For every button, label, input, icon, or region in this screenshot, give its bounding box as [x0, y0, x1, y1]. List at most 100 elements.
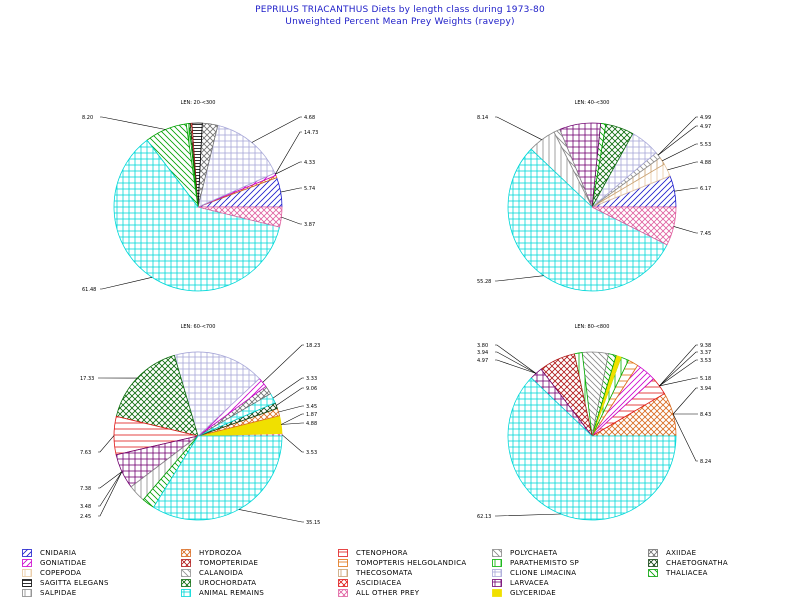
legend-label: TOMOPTERIDAE [199, 559, 259, 567]
pie-data-label: 4.88 [700, 160, 711, 166]
legend-swatch [338, 579, 348, 587]
legend-swatch [22, 589, 32, 597]
legend-swatch [492, 549, 502, 557]
legend-label: SALPIDAE [40, 589, 77, 597]
legend-swatch [181, 569, 191, 577]
pie-data-label: 3.48 [80, 504, 91, 510]
pie-data-label: 9.38 [700, 343, 711, 349]
pie-title: LEN: 60-<700 [181, 324, 216, 330]
legend-label: LARVACEA [510, 579, 549, 587]
pie-data-label: 2.45 [80, 514, 91, 520]
legend-label: ANIMAL REMAINS [199, 589, 265, 597]
pie-data-label: 55.28 [477, 279, 491, 285]
legend-swatch [338, 549, 348, 557]
label-leader-line [495, 275, 544, 282]
pie-data-label: 5.74 [304, 186, 315, 192]
pie-data-label: 3.87 [304, 222, 315, 228]
legend-label: POLYCHAETA [510, 549, 558, 557]
chart-titles: PEPRILUS TRIACANTHUS Diets by length cla… [0, 4, 800, 28]
label-leader-line [98, 471, 123, 489]
label-leader-line [662, 143, 698, 162]
label-leader-line [98, 435, 115, 453]
chart-title: PEPRILUS TRIACANTHUS Diets by length cla… [255, 5, 545, 15]
pie-data-label: 3.80 [477, 343, 488, 349]
legend-label: ASCIDIACEA [356, 579, 402, 587]
legend-label: GONIATIDAE [40, 559, 87, 567]
label-leader-line [673, 226, 698, 234]
pie-data-label: 4.68 [304, 115, 315, 121]
label-leader-line [100, 116, 166, 130]
pie-data-label: 8.20 [82, 115, 93, 121]
legend: CNIDARIA GONIATIDAE COPEPODA SAGITTA ELEGAN… [0, 545, 800, 600]
legend-label: GLYCERIDAE [510, 589, 557, 597]
pie-data-label: 7.45 [700, 231, 711, 237]
label-leader-line [674, 187, 698, 192]
legend-label: ALL OTHER PREY [356, 589, 420, 597]
label-leader-line [281, 422, 304, 425]
pie-data-label: 4.99 [700, 115, 711, 121]
pie-slice-clione-limacina [173, 351, 260, 437]
legend-swatch [22, 569, 32, 577]
legend-label: CTENOPHORA [356, 549, 408, 557]
label-leader-line [659, 359, 698, 387]
legend-label: COPEPODA [40, 569, 82, 577]
legend-label: SAGITTA ELEGANS [40, 579, 109, 587]
legend-swatch [492, 579, 502, 587]
label-leader-line [659, 344, 698, 387]
label-leader-line [98, 471, 123, 507]
pie-data-label: 7.63 [80, 450, 91, 456]
label-leader-line [100, 277, 153, 290]
pie-data-label: 4.97 [700, 124, 711, 130]
pie-slice-animal-remains [153, 435, 283, 521]
pie-data-label: 4.88 [306, 421, 317, 427]
pie-data-label: 18.23 [306, 343, 320, 349]
legend-label: AXIIDAE [666, 549, 697, 557]
pie-data-label: 3.53 [700, 358, 711, 364]
chart-subtitle: Unweighted Percent Mean Prey Weights (ra… [285, 17, 515, 27]
label-leader-line [272, 377, 304, 399]
label-leader-line [657, 125, 698, 156]
label-leader-line [495, 513, 561, 517]
pie-data-label: 14.73 [304, 130, 318, 136]
pie-data-label: 3.45 [306, 404, 317, 410]
pie-title: LEN: 20-<300 [181, 100, 216, 106]
pie-data-label: 1.87 [306, 412, 317, 418]
pie-chart-4: LEN: 80-<8003.803.944.979.383.373.535.18… [477, 324, 711, 521]
legend-label: THALIACEA [666, 569, 708, 577]
legend-swatch [338, 589, 348, 597]
label-leader-line [672, 387, 698, 415]
legend-swatch [22, 579, 32, 587]
pie-data-label: 4.33 [304, 160, 315, 166]
label-leader-line [659, 351, 698, 387]
label-leader-line [667, 161, 698, 171]
pie-data-label: 6.17 [700, 186, 711, 192]
pie-data-label: 35.15 [306, 520, 320, 526]
label-leader-line [657, 116, 698, 156]
legend-swatch [338, 559, 348, 567]
legend-swatch [338, 569, 348, 577]
legend-swatch [181, 559, 191, 567]
pie-data-label: 5.53 [700, 142, 711, 148]
legend-label: CLIONE LIMACINA [510, 569, 577, 577]
label-leader-line [281, 434, 304, 453]
label-leader-line [238, 509, 304, 523]
label-leader-line [281, 413, 304, 425]
pie-chart-2: LEN: 40-<300 8.14 4.99 4.97 5.53 4.88 6.17 7.45… [477, 100, 711, 292]
pie-chart-1: LEN: 20-<300 8.20 4.68 14.73 4.33 5.74 3.87 61.… [82, 100, 318, 293]
legend-swatch [648, 549, 658, 557]
pie-charts-canvas: LEN: 20-<300 8.20 4.68 14.73 4.33 5.74 3.87 61.… [80, 100, 711, 526]
legend-label: UROCHORDATA [199, 579, 257, 587]
pie-data-label: 3.94 [477, 350, 488, 356]
legend-swatch [181, 579, 191, 587]
pie-slice-all-other-prey [197, 206, 283, 228]
pie-data-label: 61.48 [82, 287, 96, 293]
pie-chart-3: LEN: 60-<700 18.23 3.33 9.06 3.45 1.87 4.88 3.5… [80, 324, 320, 526]
legend-swatch [22, 549, 32, 557]
pie-data-label: 3.53 [306, 450, 317, 456]
legend-label: CNIDARIA [40, 549, 77, 557]
legend-swatch [22, 559, 32, 567]
pie-data-label: 3.33 [306, 376, 317, 382]
pie-data-label: 7.38 [80, 486, 91, 492]
pie-data-label: 62.13 [477, 514, 491, 520]
legend-swatch [492, 589, 502, 597]
